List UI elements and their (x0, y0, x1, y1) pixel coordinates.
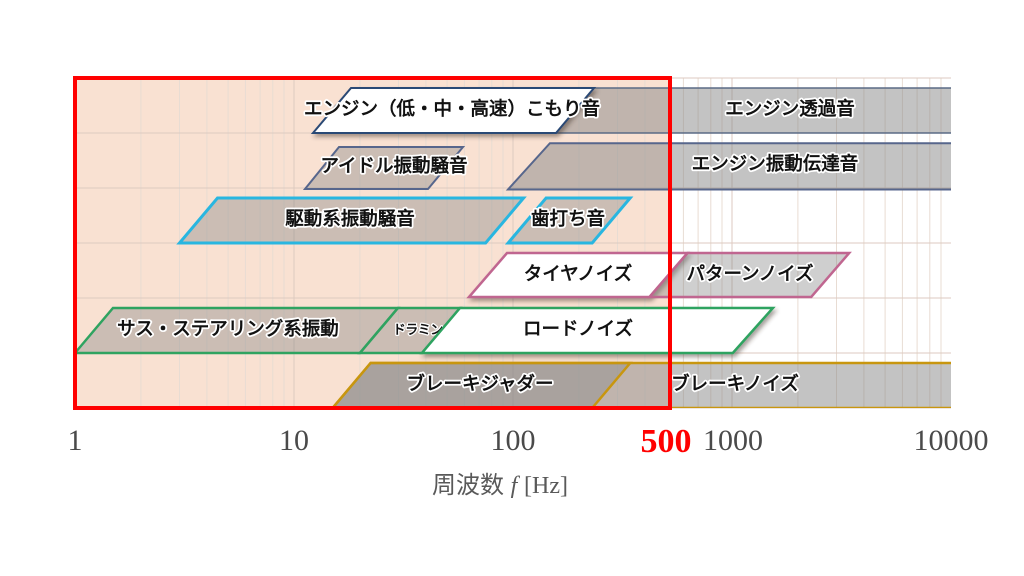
svg-text:パターンノイズ: パターンノイズ (686, 263, 814, 284)
svg-text:10: 10 (279, 424, 309, 457)
svg-text:タイヤノイズ: タイヤノイズ (524, 263, 633, 284)
svg-text:エンジン振動伝達音: エンジン振動伝達音 (692, 153, 859, 174)
svg-text:ブレーキジャダー: ブレーキジャダー (406, 373, 553, 394)
svg-text:1: 1 (68, 424, 83, 457)
svg-text:周波数 f [Hz]: 周波数 f [Hz] (432, 472, 568, 499)
svg-text:1000: 1000 (703, 424, 763, 457)
svg-text:駆動系振動騒音: 駆動系振動騒音 (285, 208, 415, 229)
svg-text:サス・ステアリング系振動: サス・ステアリング系振動 (117, 318, 339, 339)
svg-text:10000: 10000 (914, 424, 989, 457)
svg-text:100: 100 (491, 424, 536, 457)
svg-text:ロードノイズ: ロードノイズ (523, 318, 634, 339)
svg-text:エンジン透過音: エンジン透過音 (725, 98, 855, 119)
svg-text:ブレーキノイズ: ブレーキノイズ (671, 373, 799, 394)
svg-text:アイドル振動騒音: アイドル振動騒音 (320, 155, 467, 176)
svg-text:エンジン（低・中・高速）こもり音: エンジン（低・中・高速）こもり音 (304, 98, 600, 119)
svg-text:500: 500 (641, 423, 692, 460)
svg-text:歯打ち音: 歯打ち音 (531, 208, 605, 229)
